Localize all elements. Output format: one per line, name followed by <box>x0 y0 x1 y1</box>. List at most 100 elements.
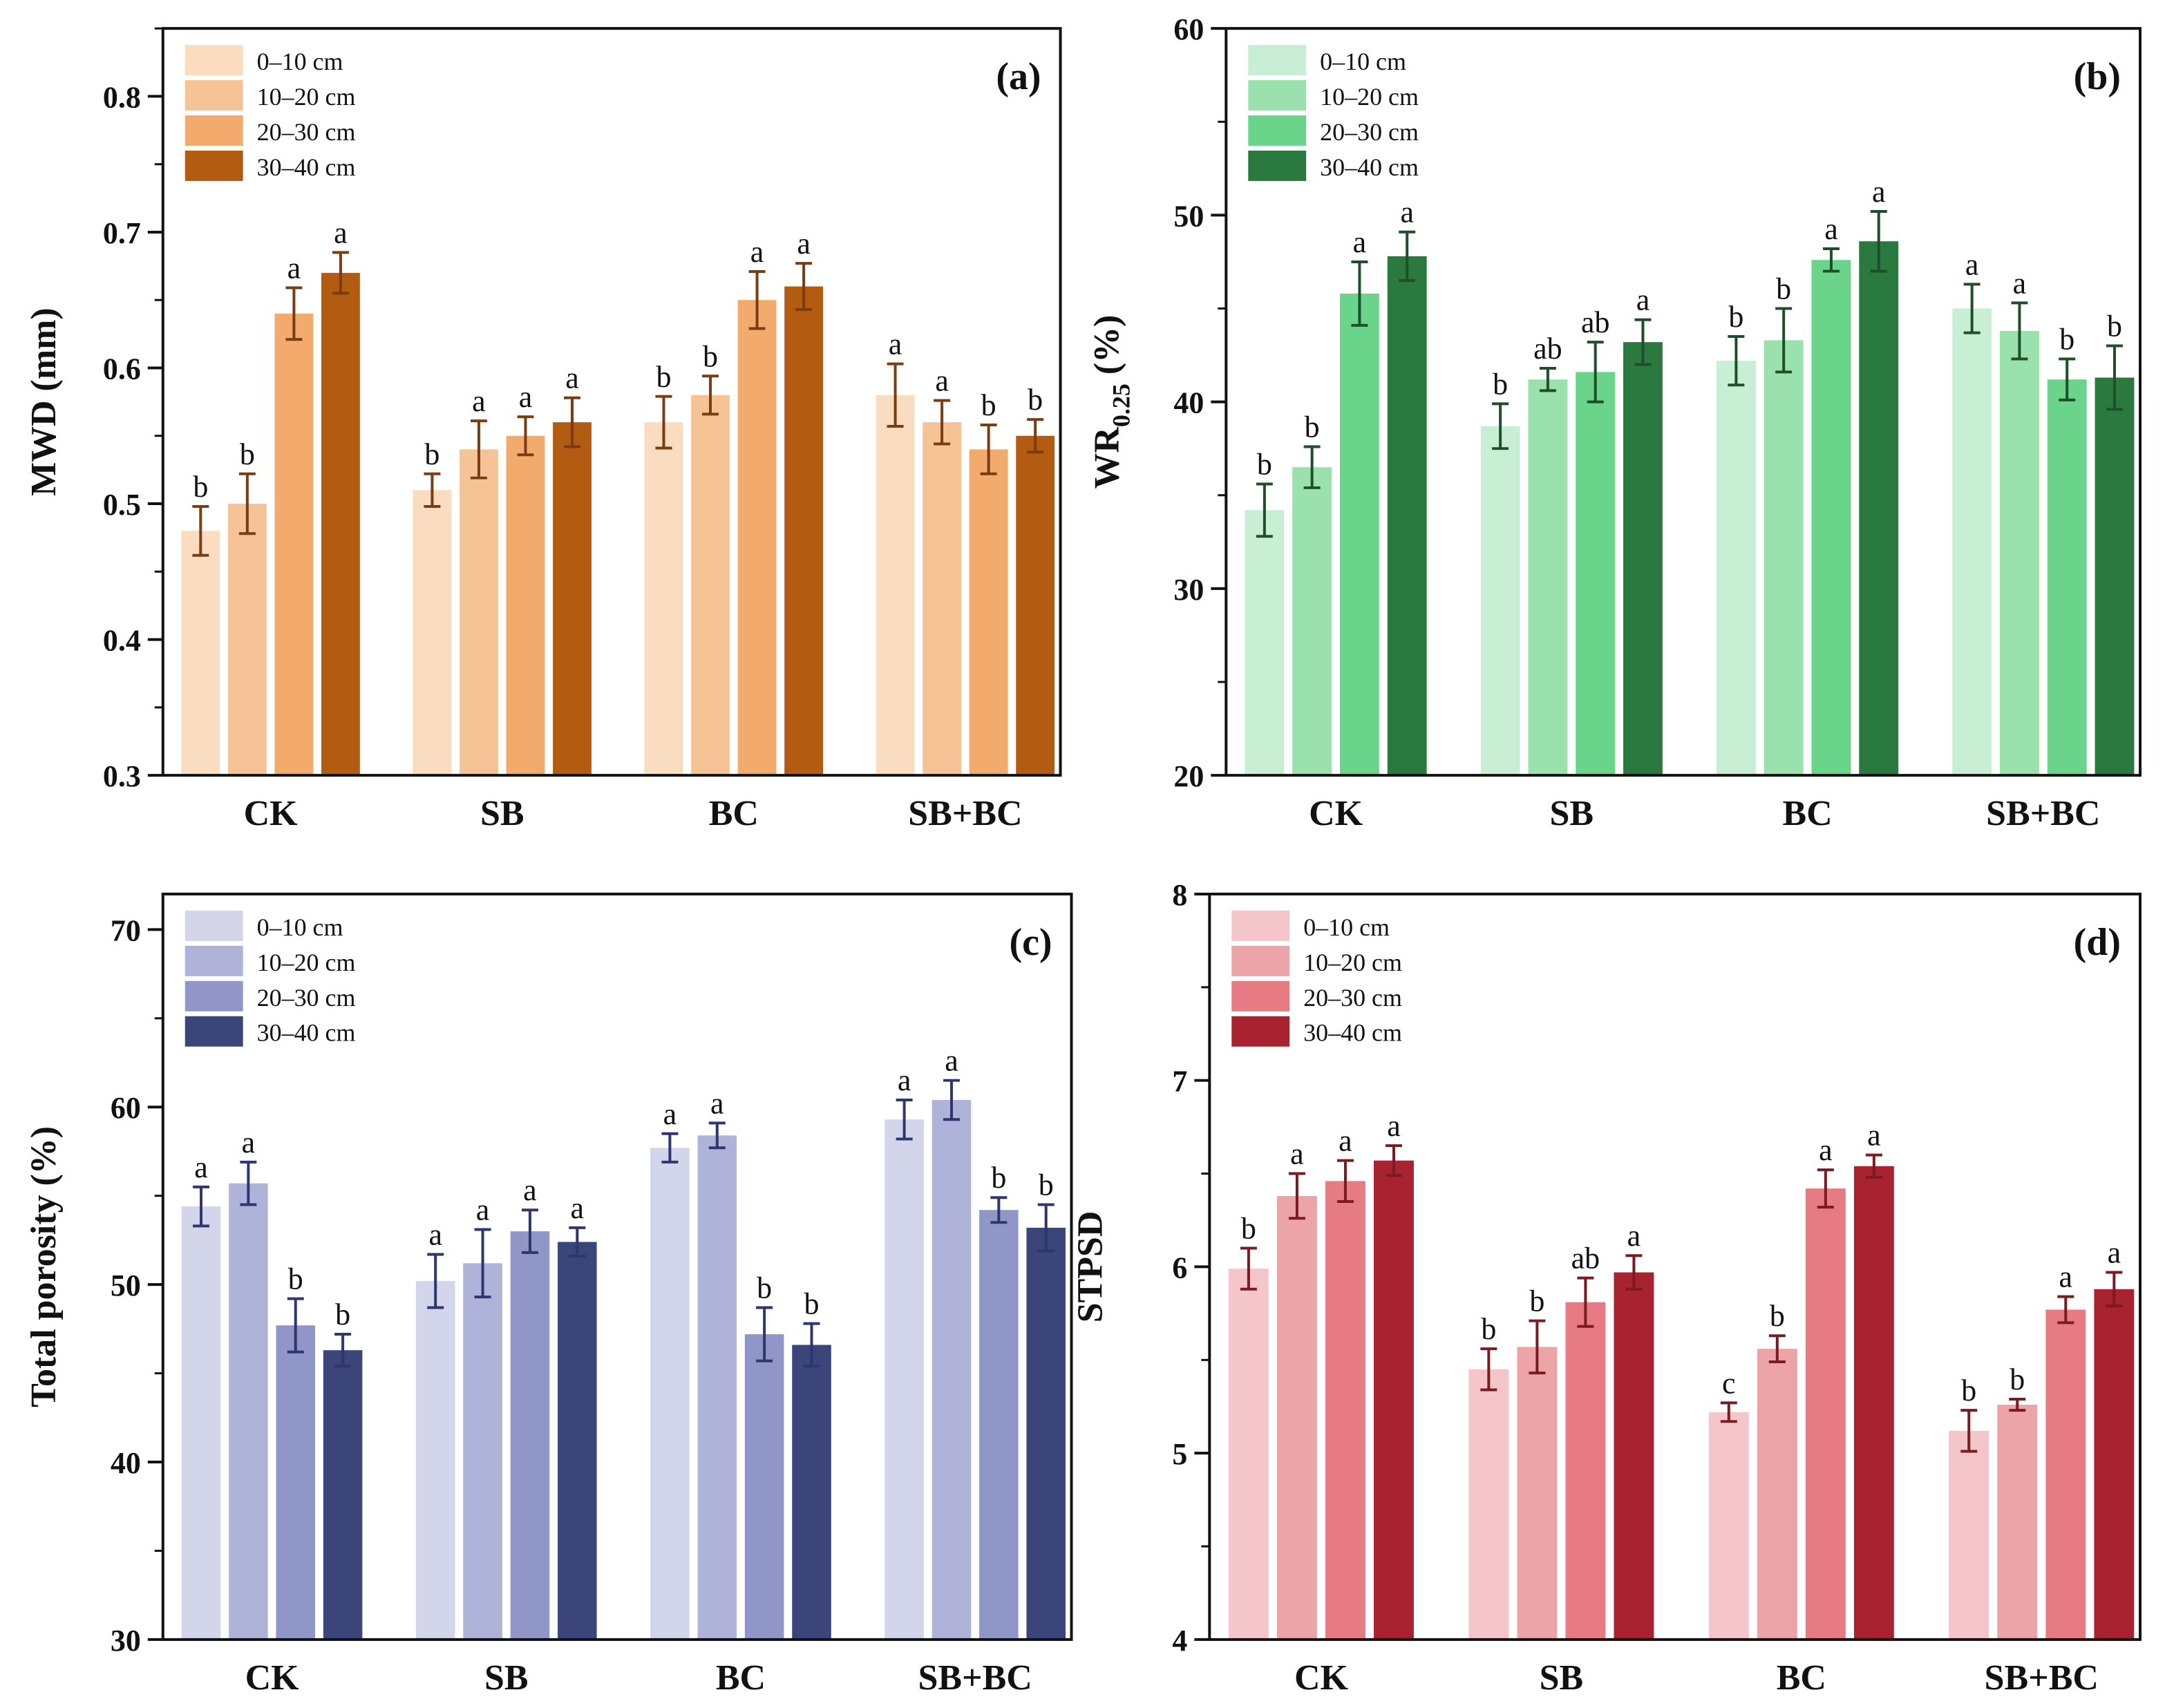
legend-label: 20–30 cm <box>257 984 356 1012</box>
plot-frame <box>161 27 1062 777</box>
significance-letter: a <box>334 216 348 249</box>
significance-letter: b <box>1257 448 1272 482</box>
bar <box>1949 1430 1989 1640</box>
legend-label: 30–40 cm <box>257 1019 356 1047</box>
bar <box>1016 435 1055 776</box>
legend-swatch <box>185 980 243 1012</box>
legend-swatch <box>185 150 243 181</box>
y-title-main: WR <box>1087 427 1126 489</box>
legend-swatch <box>185 910 243 941</box>
bar <box>274 313 314 776</box>
x-tick-label: CK <box>1294 1658 1348 1698</box>
bar <box>181 1206 221 1640</box>
significance-letter: a <box>428 1217 442 1251</box>
bar <box>1997 1405 2038 1640</box>
bar <box>737 300 777 776</box>
bar <box>1623 342 1663 776</box>
plot-frame <box>1208 892 2142 1641</box>
significance-letter: b <box>1481 1312 1496 1346</box>
significance-letter: b <box>288 1262 303 1296</box>
bar <box>229 1183 268 1640</box>
significance-letter: b <box>1039 1168 1054 1202</box>
bar <box>792 1345 831 1640</box>
significance-letter: b <box>335 1298 350 1331</box>
significance-letter: b <box>2059 322 2074 356</box>
x-tick-label: SB+BC <box>1986 794 2100 833</box>
significance-letter: a <box>287 252 301 285</box>
y-tick-label: 0.6 <box>103 352 141 386</box>
bar <box>1764 340 1804 776</box>
x-tick-label: SB <box>484 1658 529 1698</box>
bar <box>2045 1309 2086 1640</box>
legend-label: 0–10 cm <box>1303 913 1390 941</box>
bar <box>691 395 730 776</box>
significance-letter: ab <box>1533 332 1562 366</box>
legend-label: 0–10 cm <box>257 913 343 941</box>
significance-letter: a <box>935 364 949 398</box>
bar <box>321 272 360 776</box>
significance-letter: a <box>1387 1109 1401 1143</box>
legend-swatch <box>185 80 243 111</box>
legend-label: 30–40 cm <box>257 153 356 181</box>
significance-letter: b <box>991 1161 1006 1195</box>
bar <box>1576 372 1616 776</box>
y-axis-title: MWD (mm) <box>24 307 64 496</box>
bar <box>2047 379 2087 776</box>
significance-letter: a <box>945 1044 958 1078</box>
bar <box>1811 260 1851 776</box>
legend-label: 20–30 cm <box>1303 984 1402 1012</box>
x-tick-label: BC <box>709 794 759 833</box>
significance-letter: b <box>1770 1299 1785 1333</box>
panel-label: (a) <box>996 55 1041 98</box>
y-tick-label: 6 <box>1172 1251 1187 1284</box>
significance-letter: a <box>1353 225 1367 259</box>
y-tick-label: 40 <box>1173 386 1204 420</box>
significance-letter: b <box>1493 367 1508 401</box>
bar <box>1387 256 1427 776</box>
significance-letter: b <box>703 339 718 373</box>
bar <box>1716 361 1756 776</box>
y-tick-label: 0.3 <box>103 759 141 793</box>
legend-label: 0–10 cm <box>257 48 343 75</box>
y-tick-label: 60 <box>1173 12 1204 46</box>
significance-letter: a <box>1965 247 1979 281</box>
y-tick-label: 60 <box>111 1091 141 1125</box>
significance-letter: a <box>2013 266 2027 300</box>
bar <box>558 1242 597 1640</box>
legend-label: 30–40 cm <box>1303 1019 1402 1047</box>
x-tick-label: SB+BC <box>908 794 1022 833</box>
significance-letter: b <box>1028 383 1043 417</box>
legend-swatch <box>1248 115 1307 146</box>
bar <box>1325 1181 1365 1640</box>
y-tick-label: 30 <box>111 1624 141 1658</box>
bar <box>885 1119 924 1640</box>
y-tick-label: 20 <box>1173 759 1204 793</box>
x-tick-label: CK <box>245 1658 299 1698</box>
bar <box>323 1350 363 1640</box>
bar <box>1228 1269 1269 1640</box>
bar <box>1245 510 1285 776</box>
y-tick-label: 70 <box>111 913 141 947</box>
bar <box>1480 426 1520 776</box>
y-axis-title: WR0.25 (%) <box>1087 315 1135 489</box>
bar <box>413 490 452 776</box>
x-tick-label: BC <box>716 1658 766 1698</box>
legend-label: 20–30 cm <box>1320 118 1419 146</box>
significance-letter: a <box>1627 1219 1641 1253</box>
bar <box>553 422 592 776</box>
significance-letter: b <box>424 437 439 471</box>
bar <box>1374 1160 1414 1640</box>
bar <box>1565 1302 1606 1640</box>
bar <box>460 449 498 776</box>
significance-letter: a <box>1339 1124 1352 1158</box>
bar <box>510 1231 550 1640</box>
significance-letter: b <box>656 360 671 394</box>
bar <box>463 1263 502 1640</box>
significance-letter: a <box>476 1193 490 1226</box>
significance-letter: a <box>1290 1137 1304 1171</box>
bar <box>1517 1347 1558 1640</box>
